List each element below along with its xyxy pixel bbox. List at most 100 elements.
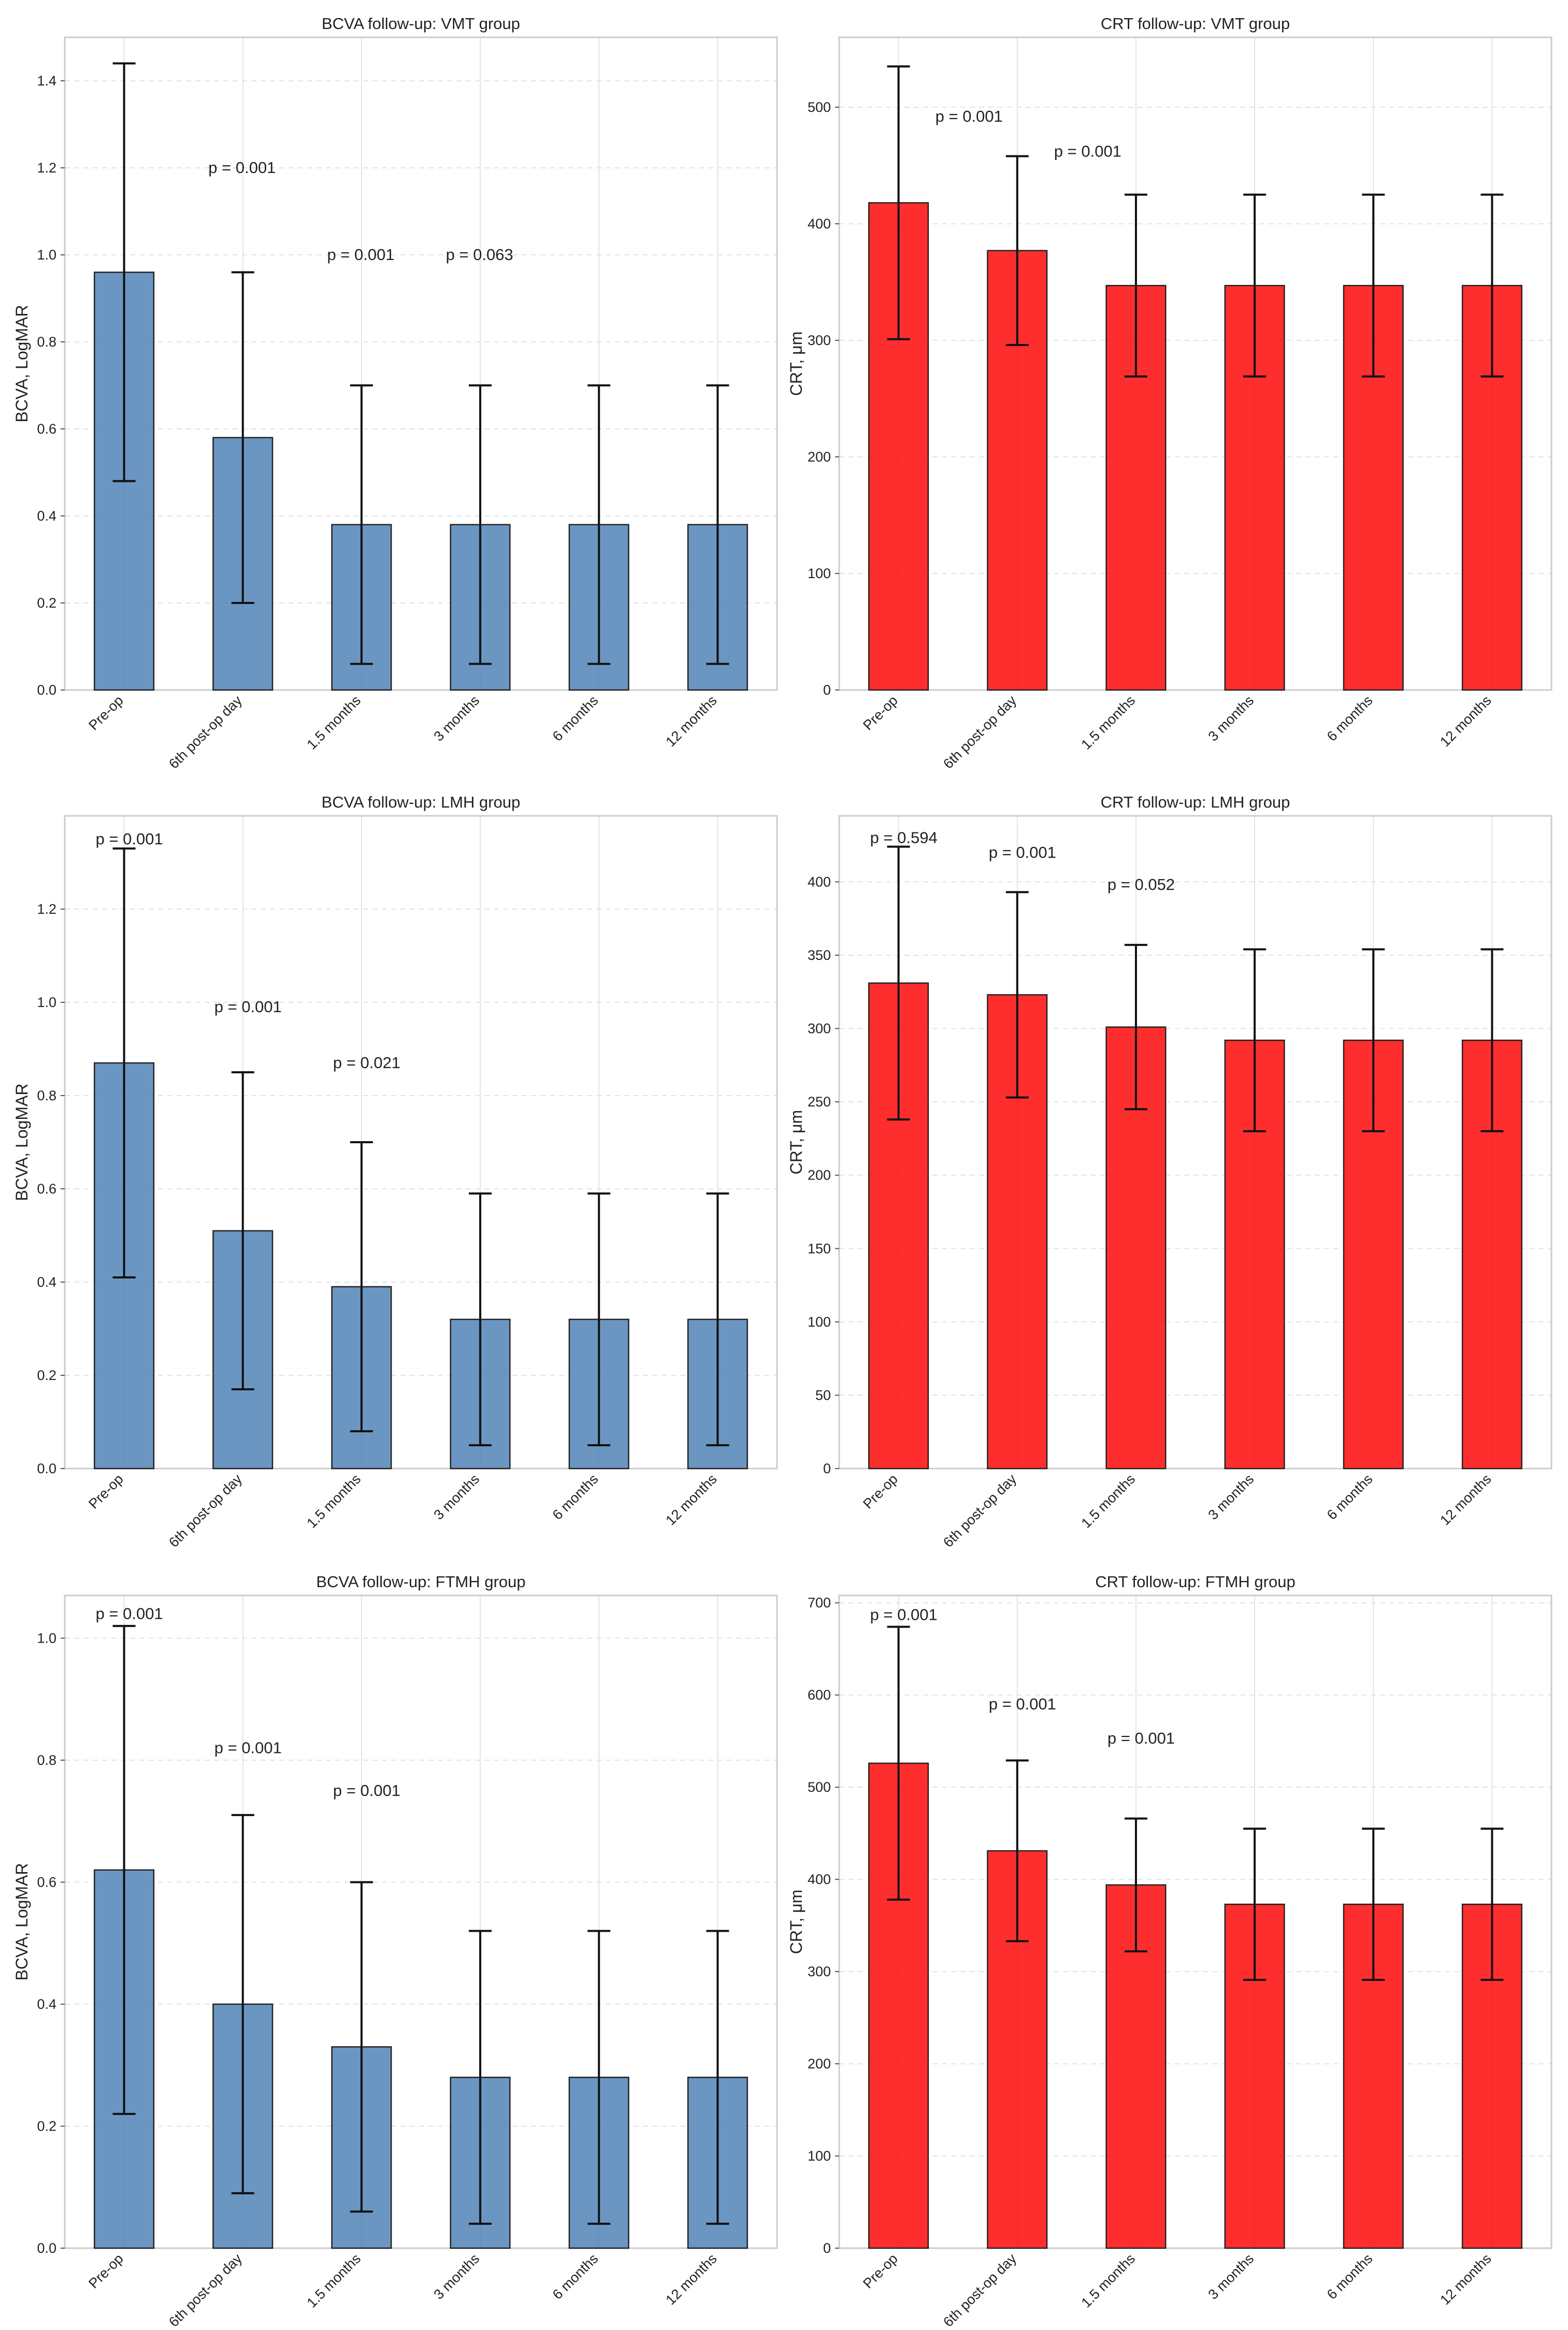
x-tick-label: 1.5 months: [1078, 693, 1138, 753]
y-tick-label: 1.0: [37, 247, 56, 263]
y-tick-label: 1.2: [37, 160, 56, 176]
y-tick-label: 0.2: [37, 1368, 56, 1383]
x-tick-label: 3 months: [1205, 1471, 1257, 1523]
y-tick-label: 100: [808, 2148, 831, 2164]
x-tick-label: 6 months: [1324, 2251, 1376, 2303]
x-tick-label: 6 months: [550, 1471, 601, 1523]
p-value-annotation: p = 0.001: [1107, 1729, 1175, 1747]
chart-panel: 0 50 100 150 200 250 300 350 400 Pre-op 6th post-o…: [787, 793, 1552, 1550]
y-tick-label: 500: [808, 99, 831, 115]
y-tick-label: 0: [823, 1461, 831, 1476]
y-tick-label: 0.6: [37, 1181, 56, 1197]
y-tick-label: 1.0: [37, 1630, 56, 1646]
y-tick-label: 0.4: [37, 1274, 56, 1290]
p-value-annotation: p = 0.021: [333, 1054, 400, 1072]
y-axis-label: CRT, μm: [787, 1890, 805, 1954]
x-tick-label: 6th post-op day: [940, 2251, 1019, 2330]
p-value-annotation: p = 0.001: [989, 843, 1056, 861]
x-tick-label: 1.5 months: [304, 1471, 364, 1531]
chart-panel: 0.0 0.2 0.4 0.6 0.8 1.0 1.2 Pre-op 6th post-op d…: [12, 793, 778, 1550]
p-value-annotation: p = 0.001: [870, 1605, 938, 1623]
y-tick-label: 0: [823, 682, 831, 698]
x-tick-label: Pre-op: [860, 1471, 901, 1512]
x-tick-label: 1.5 months: [1078, 2251, 1138, 2311]
x-tick-label: 6 months: [550, 693, 601, 744]
x-tick-label: Pre-op: [860, 2251, 901, 2292]
y-tick-label: 150: [808, 1241, 831, 1256]
x-tick-label: Pre-op: [85, 1471, 126, 1512]
y-tick-label: 0.6: [37, 1874, 56, 1890]
x-tick-label: 6th post-op day: [940, 693, 1019, 772]
p-value-annotation: p = 0.001: [1054, 142, 1121, 161]
plot-frame: [64, 815, 778, 1470]
y-axis-label: CRT, μm: [787, 332, 805, 396]
y-tick-label: 0.2: [37, 595, 56, 611]
x-tick-label: 12 months: [1437, 2251, 1494, 2308]
y-tick-label: 300: [808, 1964, 831, 1979]
x-tick-label: 3 months: [1205, 2251, 1257, 2303]
y-tick-label: 1.0: [37, 995, 56, 1010]
p-value-annotation: p = 0.052: [1107, 875, 1175, 894]
y-axis-label: CRT, μm: [787, 1110, 805, 1175]
y-tick-label: 0.2: [37, 2118, 56, 2134]
x-tick-label: Pre-op: [85, 2251, 126, 2292]
y-tick-label: 0.4: [37, 508, 56, 524]
y-tick-label: 400: [808, 874, 831, 889]
chart-panel: 0.0 0.2 0.4 0.6 0.8 1.0 Pre-op 6th post-op day 1…: [12, 1573, 778, 2330]
y-tick-label: 100: [808, 1314, 831, 1330]
y-tick-label: 500: [808, 1779, 831, 1795]
p-value-annotation: p = 0.001: [333, 1781, 400, 1800]
y-axis-label: BCVA, LogMAR: [12, 1863, 31, 1980]
y-tick-label: 200: [808, 449, 831, 465]
x-tick-label: 6th post-op day: [940, 1471, 1019, 1550]
y-axis-label: BCVA, LogMAR: [12, 305, 31, 422]
plot-frame: [64, 1594, 778, 2249]
chart-title: CRT follow-up: LMH group: [1101, 793, 1290, 811]
x-tick-label: 6th post-op day: [166, 693, 245, 772]
y-tick-label: 0.8: [37, 1752, 56, 1768]
y-tick-label: 350: [808, 947, 831, 963]
y-tick-label: 1.2: [37, 901, 56, 917]
y-tick-label: 0.0: [37, 682, 56, 698]
y-tick-label: 0.0: [37, 2240, 56, 2256]
p-value-annotation: p = 0.001: [214, 1738, 282, 1757]
y-tick-label: 400: [808, 1872, 831, 1887]
chart-panel: 0 100 200 300 400 500 600 700 Pre-op 6th post-op …: [787, 1573, 1552, 2330]
y-tick-label: 0.8: [37, 1088, 56, 1103]
chart-title: BCVA follow-up: VMT group: [322, 15, 520, 33]
x-tick-label: 12 months: [1437, 693, 1494, 750]
plot-frame: [838, 815, 1552, 1470]
y-tick-label: 100: [808, 566, 831, 581]
y-axis-label: BCVA, LogMAR: [12, 1083, 31, 1201]
chart-title: BCVA follow-up: FTMH group: [316, 1573, 525, 1591]
y-tick-label: 0.8: [37, 334, 56, 350]
x-tick-label: 12 months: [663, 693, 720, 750]
x-tick-label: 1.5 months: [1078, 1471, 1138, 1531]
y-tick-label: 600: [808, 1687, 831, 1703]
y-tick-label: 0.0: [37, 1461, 56, 1476]
y-tick-label: 250: [808, 1094, 831, 1110]
x-tick-label: 12 months: [1437, 1471, 1494, 1528]
y-tick-label: 300: [808, 1021, 831, 1037]
y-tick-label: 200: [808, 2056, 831, 2072]
y-tick-label: 0: [823, 2240, 831, 2256]
y-tick-label: 200: [808, 1168, 831, 1183]
p-value-annotation: p = 0.001: [96, 1604, 163, 1622]
p-value-annotation: p = 0.001: [96, 830, 163, 848]
bar: [1105, 1026, 1167, 1470]
chart-title: CRT follow-up: VMT group: [1101, 15, 1290, 33]
p-value-annotation: p = 0.001: [327, 246, 394, 264]
x-tick-label: 12 months: [663, 2251, 720, 2308]
x-tick-label: Pre-op: [85, 693, 126, 733]
chart-panel: 0 100 200 300 400 500 Pre-op 6th post-op day 1.5…: [787, 15, 1552, 772]
chart-title: CRT follow-up: FTMH group: [1095, 1573, 1295, 1591]
y-tick-label: 700: [808, 1595, 831, 1610]
p-value-annotation: p = 0.001: [989, 1695, 1056, 1713]
y-tick-label: 300: [808, 333, 831, 348]
x-tick-label: 1.5 months: [304, 2251, 364, 2311]
x-tick-label: 3 months: [1205, 693, 1257, 744]
x-tick-label: 6 months: [1324, 693, 1376, 744]
x-tick-label: 3 months: [431, 2251, 483, 2303]
plot-frame: [838, 1594, 1552, 2249]
